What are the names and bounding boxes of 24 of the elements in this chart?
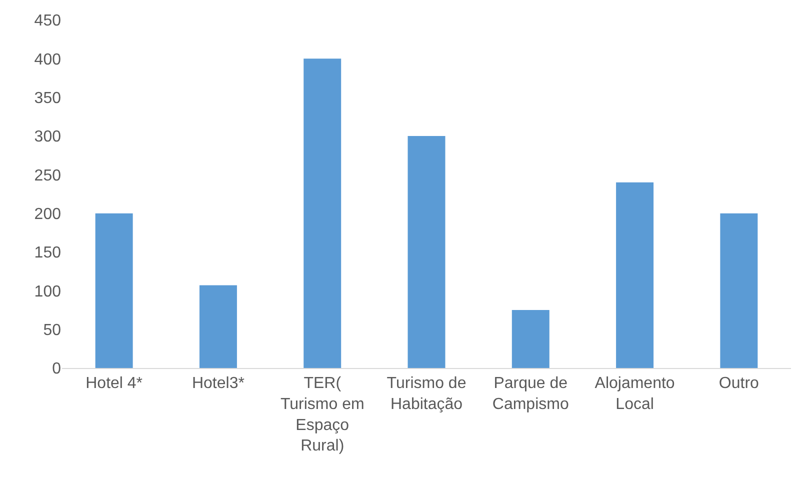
bar [199,285,237,368]
x-tick-label: Hotel3* [192,375,244,392]
x-tick-label: Parque de Campismo [492,375,569,413]
y-tick-label: 150 [34,244,62,262]
x-tick-label: Hotel 4* [86,375,143,392]
x-tick-label: Alojamento Local [594,375,675,413]
bar [408,136,446,368]
y-tick-label: 50 [43,322,62,339]
y-tick-label: 250 [34,167,62,184]
bar [304,58,342,368]
y-tick-label: 350 [34,90,62,107]
x-tick-label: TER( Turismo em Espaço Rural) [280,375,364,455]
bar [95,213,133,368]
x-tick-label: Turismo de Habitação [386,375,466,413]
y-tick-label: 450 [34,12,62,30]
y-tick-label: 200 [34,206,62,223]
y-tick-label: 0 [52,360,62,378]
y-tick-label: 100 [34,283,62,300]
bar [512,310,550,368]
y-tick-label: 400 [34,51,62,68]
bar [720,213,758,368]
bar [616,182,654,368]
x-tick-label: Outro [718,375,760,392]
y-tick-label: 300 [34,128,62,146]
